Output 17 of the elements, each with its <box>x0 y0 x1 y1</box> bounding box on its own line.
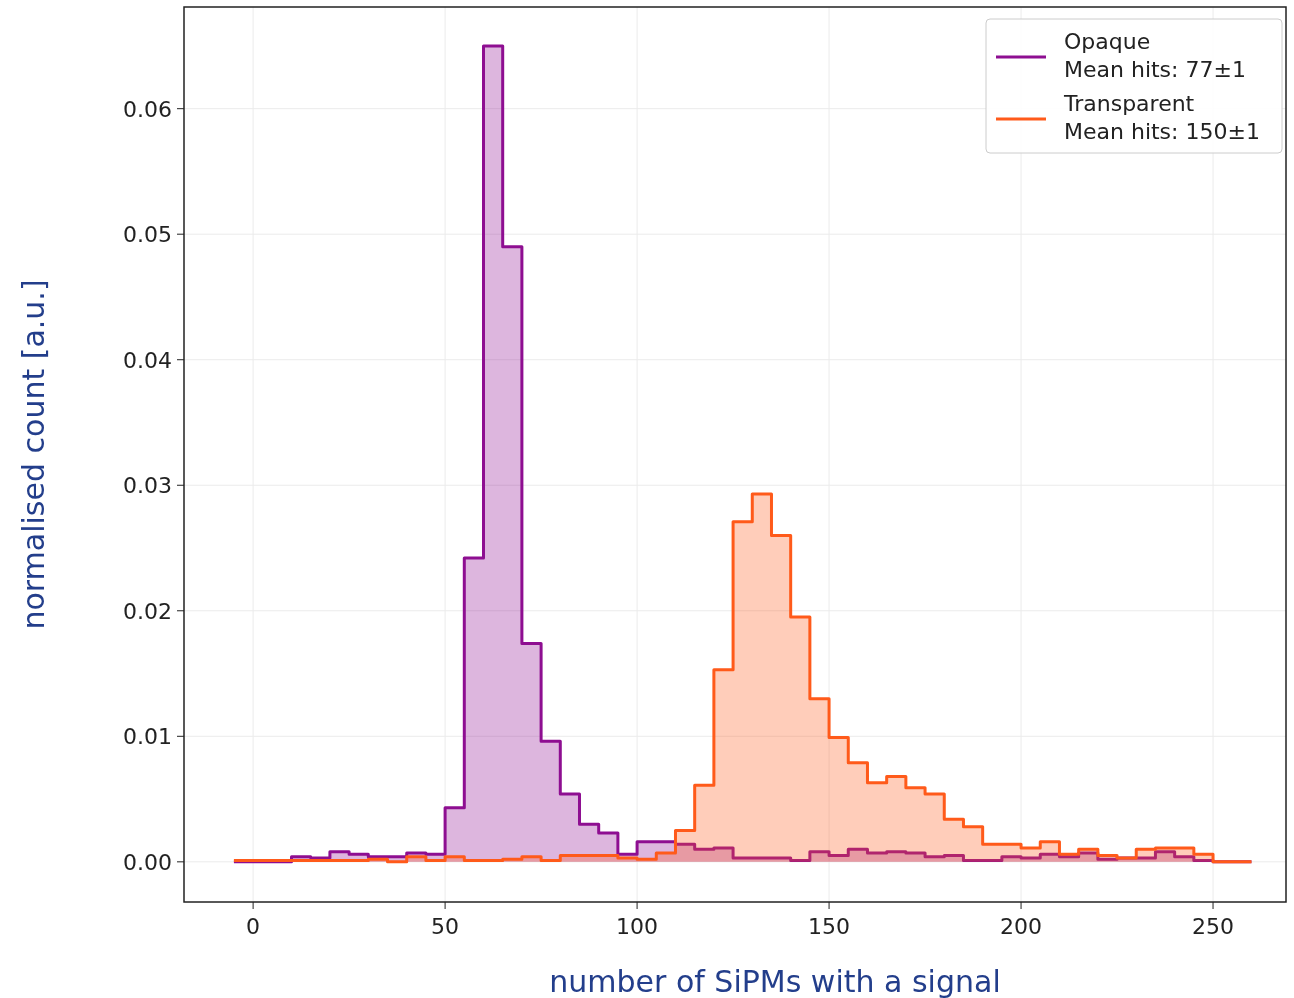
x-tick-label: 100 <box>616 914 659 939</box>
x-tick-label: 0 <box>246 914 261 939</box>
y-tick-label: 0.00 <box>123 849 172 875</box>
y-tick-label: 0.03 <box>123 473 172 499</box>
x-tick-label: 150 <box>808 914 851 939</box>
y-tick-label: 0.05 <box>123 222 172 248</box>
x-tick-label: 250 <box>1192 914 1235 939</box>
legend-label: Opaque Mean hits: 77±1 <box>1064 29 1246 82</box>
x-tick-label: 50 <box>431 914 460 939</box>
y-tick-label: 0.02 <box>123 598 172 624</box>
y-tick-label: 0.06 <box>123 96 172 122</box>
x-tick-label: 200 <box>1000 914 1043 939</box>
y-tick-label: 0.01 <box>123 724 172 750</box>
y-axis-title: normalised count [a.u.] <box>16 279 51 630</box>
legend-label: Transparent Mean hits: 150±1 <box>1063 91 1260 144</box>
y-tick-label: 0.04 <box>123 347 172 373</box>
x-axis-title: number of SiPMs with a signal <box>549 964 1001 998</box>
